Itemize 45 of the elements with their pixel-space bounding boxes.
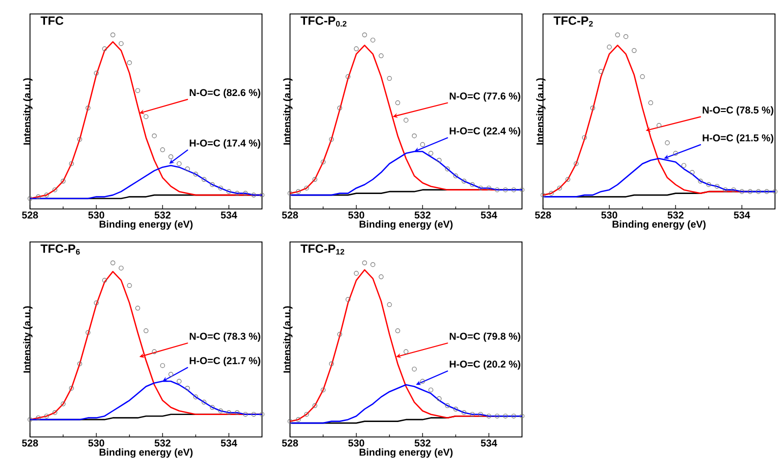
x-tick-label: 528 (22, 440, 38, 447)
y-axis-title: Intensity (a.u.) (283, 306, 292, 373)
annotation: N-O=C (77.6 %) (450, 92, 520, 102)
chart-title: TFC-P$_{6}$ (40, 244, 80, 255)
chart-title: TFC-P$_{0.2}$ (300, 16, 346, 27)
x-tick-label: 532 (154, 212, 170, 219)
x-tick-label: 528 (282, 212, 298, 219)
x-axis-title: Binding energy (eV) (100, 448, 193, 458)
annotation: N-O=C (82.6 %) (190, 88, 260, 98)
x-tick-label: 532 (414, 212, 430, 219)
annotation: N-O=C (79.8 %) (450, 332, 520, 342)
annotation: H-O=C (17.4 %) (190, 139, 260, 149)
x-tick-label: 530 (88, 212, 104, 219)
x-tick-label: 534 (220, 212, 238, 219)
x-tick-label: 528 (535, 212, 552, 219)
x-axis-title: Binding energy (eV) (360, 220, 453, 230)
x-axis-title: Binding energy (eV) (100, 220, 193, 230)
x-tick-label: 532 (668, 212, 684, 219)
chart-title: TFC (40, 16, 64, 25)
x-tick-label: 534 (480, 440, 498, 447)
annotation: H-O=C (21.7 %) (190, 356, 260, 366)
x-tick-label: 532 (154, 440, 170, 447)
y-axis-title: Intensity (a.u.) (23, 78, 32, 145)
x-tick-label: 534 (480, 212, 498, 219)
y-axis-title: Intensity (a.u.) (23, 306, 32, 373)
x-tick-label: 528 (22, 212, 38, 219)
x-axis-title: Binding energy (eV) (360, 448, 453, 458)
annotation: N-O=C (78.5 %) (702, 106, 774, 116)
x-tick-label: 530 (88, 440, 104, 447)
annotation: H-O=C (21.5 %) (702, 134, 774, 144)
x-tick-label: 532 (414, 440, 430, 447)
x-tick-label: 528 (282, 440, 298, 447)
x-tick-label: 534 (220, 440, 238, 447)
x-axis-title: Binding energy (eV) (612, 220, 706, 230)
chart-title: TFC-P$_{2}$ (554, 16, 593, 27)
x-tick-label: 530 (601, 212, 618, 219)
annotation: H-O=C (22.4 %) (450, 127, 520, 136)
x-tick-label: 530 (348, 440, 364, 447)
y-axis-title: Intensity (a.u.) (283, 78, 292, 145)
annotation: H-O=C (20.2 %) (450, 360, 520, 370)
x-tick-label: 530 (348, 212, 364, 219)
annotation: N-O=C (78.3 %) (190, 332, 260, 342)
x-tick-label: 534 (734, 212, 750, 219)
chart-title: TFC-P$_{12}$ (300, 244, 344, 255)
y-axis-title: Intensity (a.u.) (536, 78, 546, 145)
